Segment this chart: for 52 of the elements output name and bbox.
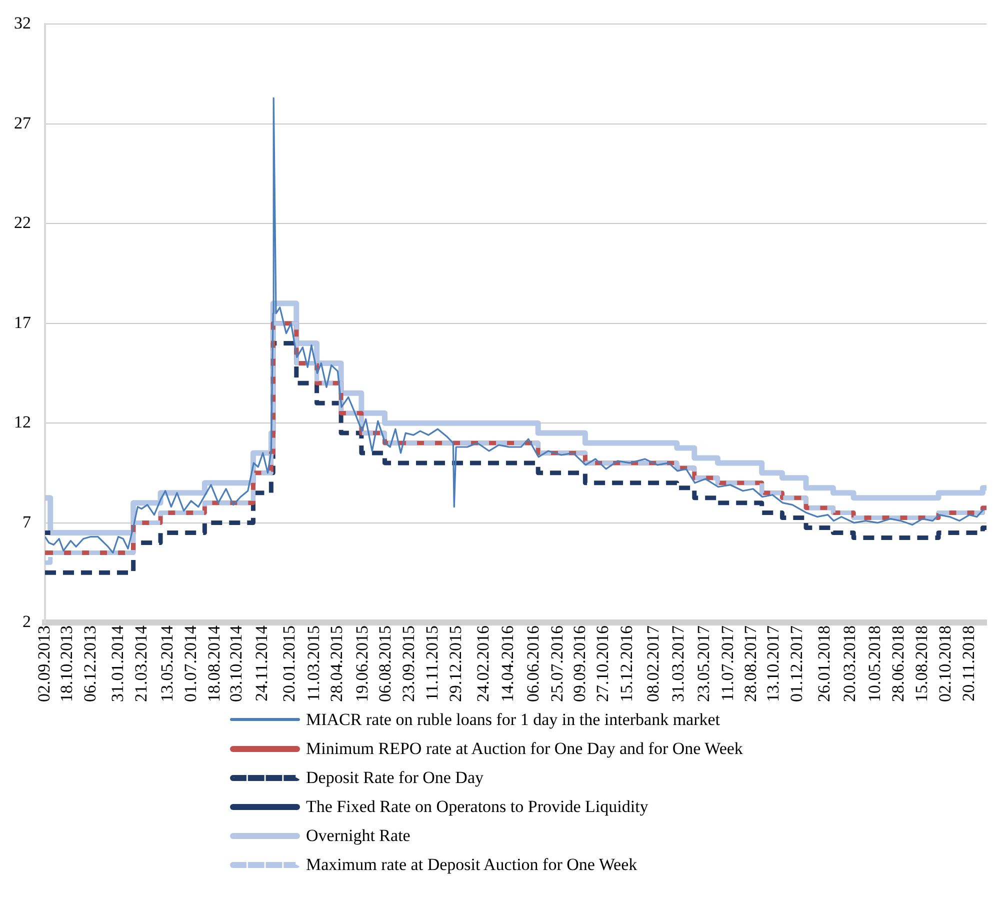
x-tick-label: 15.08.2018 [912, 626, 931, 702]
y-tick-label: 7 [22, 512, 32, 532]
x-tick-label: 06.08.2015 [376, 626, 395, 702]
x-tick-label: 11.03.2015 [304, 626, 323, 702]
x-tick-label: 01.07.2014 [181, 625, 200, 702]
x-tick-label: 26.01.2018 [814, 626, 834, 702]
x-tick-label: 20.01.2015 [280, 626, 299, 702]
x-tick-label: 18.08.2014 [204, 625, 224, 702]
legend-label: Maximum rate at Deposit Auction for One Week [306, 854, 638, 874]
x-tick-label: 01.12.2017 [787, 625, 806, 702]
x-tick-label: 18.10.2013 [56, 626, 76, 702]
x-tick-label: 28.08.2017 [741, 625, 760, 702]
x-tick-label: 28.06.2018 [888, 626, 908, 702]
y-tick-label: 27 [14, 113, 32, 132]
legend-label: The Fixed Rate on Operatons to Provide Liquidity [306, 796, 648, 816]
x-tick-label: 23.05.2017 [694, 625, 714, 702]
legend-label: Deposit Rate for One Day [306, 768, 484, 788]
x-tick-label: 20.03.2018 [840, 626, 860, 702]
x-tick-label: 23.09.2015 [398, 626, 418, 702]
x-tick-label: 27.10.2016 [593, 626, 612, 702]
x-tick-label: 14.04.2016 [498, 626, 517, 702]
x-tick-label: 06.06.2016 [524, 626, 543, 702]
x-tick-label: 13.10.2017 [763, 625, 782, 702]
x-tick-label: 29.12.2015 [446, 626, 466, 702]
x-tick-label: 31.01.2014 [108, 625, 127, 702]
x-tick-label: 15.12.2016 [616, 626, 636, 702]
x-tick-label: 21.03.2014 [132, 625, 151, 702]
x-tick-label: 02.09.2013 [34, 626, 54, 702]
x-tick-label: 06.12.2013 [80, 626, 100, 702]
x-tick-label: 28.04.2015 [327, 626, 346, 702]
y-tick-label: 12 [14, 412, 31, 432]
x-tick-label: 19.06.2015 [352, 626, 372, 702]
x-tick-label: 09.09.2016 [570, 626, 589, 702]
x-tick-label: 24.11.2014 [252, 625, 271, 702]
x-tick-label: 08.02.2017 [644, 625, 663, 702]
x-tick-label: 02.10.2018 [935, 626, 954, 702]
x-tick-label: 10.05.2018 [864, 626, 884, 702]
y-tick-label: 17 [14, 312, 32, 332]
legend-label: MIACR rate on ruble loans for 1 day in the interbank market [306, 710, 720, 730]
x-tick-label: 25.07.2016 [547, 626, 566, 702]
x-tick-label: 11.07.2017 [718, 625, 737, 702]
y-tick-label: 32 [14, 14, 31, 33]
x-tick-label: 11.11.2015 [422, 626, 442, 701]
x-tick-label: 31.03.2017 [668, 625, 688, 702]
y-tick-label: 22 [14, 213, 31, 232]
legend-label: Overnight Rate [306, 826, 410, 846]
x-tick-label: 24.02.2016 [474, 626, 493, 702]
y-tick-label: 2 [22, 612, 31, 631]
legend-label: Minimum REPO rate at Auction for One Day and for One Week [306, 738, 743, 758]
x-tick-label: 20.11.2018 [959, 626, 978, 702]
x-tick-label: 03.10.2014 [226, 625, 246, 702]
x-tick-label: 13.05.2014 [157, 625, 176, 702]
